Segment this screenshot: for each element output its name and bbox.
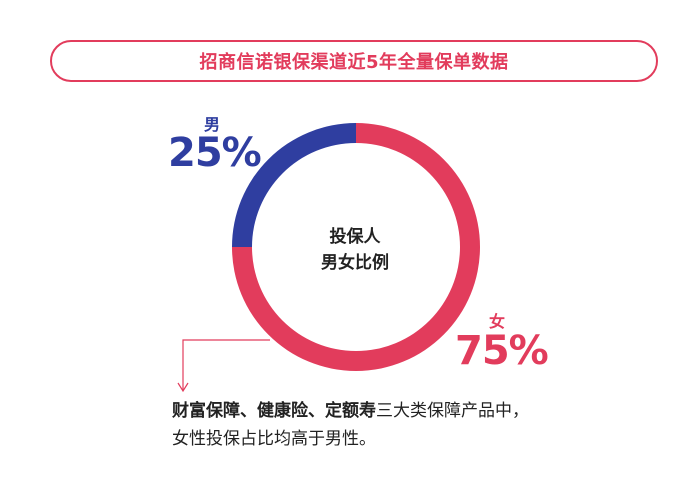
arrow-head-icon [177,382,189,393]
chart-title: 投保人 [329,227,381,247]
footnote-bold-text: 财富保障、健康险、定额寿 [172,401,376,421]
connector-line [182,339,270,390]
male-value-label: 25% [168,130,262,176]
donut-center-text: 投保人 男女比例 [305,224,405,276]
footnote-line-2: 女性投保占比均高于男性。 [172,429,376,449]
donut-slices [232,123,480,371]
chart-subtitle: 男女比例 [321,253,389,273]
title-banner: 招商信诺银保渠道近5年全量保单数据 [50,40,658,82]
donut-slice-male [232,123,356,247]
female-category-label: 女 [489,312,506,331]
footnote-line-1-rest: 三大类保障产品中， [376,401,529,421]
page-title: 招商信诺银保渠道近5年全量保单数据 [199,52,509,73]
footnote-line-1: 财富保障、健康险、定额寿三大类保障产品中， [172,397,652,425]
male-category-label: 男 [204,115,221,134]
female-value-label: 75% [455,328,549,374]
footnote: 财富保障、健康险、定额寿三大类保障产品中， 女性投保占比均高于男性。 [172,397,652,453]
